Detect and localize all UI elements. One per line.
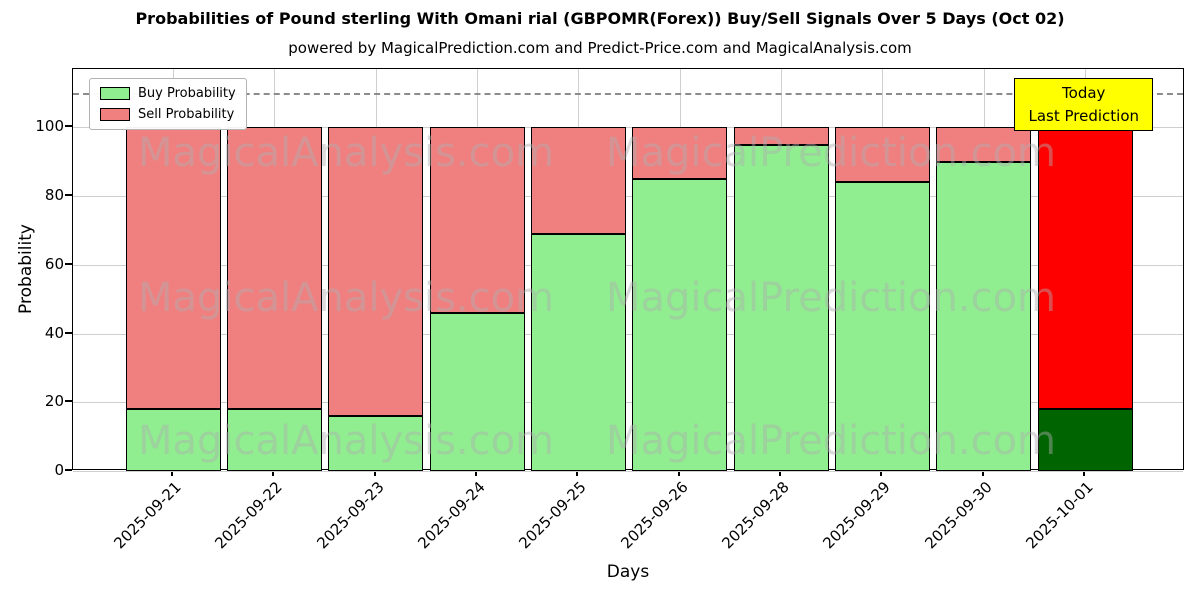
- x-tick-label: 2025-09-22: [211, 478, 287, 553]
- gridline-horizontal: [73, 196, 1183, 198]
- watermark-text: MagicalPrediction.com: [606, 275, 1056, 321]
- y-tick-label: 40: [44, 323, 64, 342]
- bar-buy-2025-09-24: [429, 312, 525, 471]
- legend-label-buy: Buy Probability: [138, 86, 236, 101]
- bar-sell-2025-09-26: [632, 127, 728, 179]
- bar-buy-2025-09-29: [834, 182, 930, 471]
- gridline-horizontal: [73, 402, 1183, 404]
- bar-sell-2025-09-28: [733, 127, 829, 145]
- chart-title: Probabilities of Pound sterling With Oma…: [135, 9, 1065, 28]
- x-axis-label: Days: [606, 562, 650, 582]
- legend: Buy Probability Sell Probability: [89, 78, 247, 130]
- y-tick-mark: [65, 194, 72, 197]
- x-tick-label: 2025-09-28: [718, 478, 793, 553]
- watermark-text: MagicalAnalysis.com: [137, 418, 555, 464]
- y-tick-mark: [65, 125, 72, 128]
- legend-item-sell: Sell Probability: [100, 107, 236, 122]
- y-tick-label: 100: [35, 117, 64, 136]
- today-annotation-line2: Last Prediction: [1028, 106, 1139, 125]
- x-tick-label: 2025-09-21: [110, 478, 185, 553]
- x-tick-label: 2025-09-23: [313, 478, 388, 553]
- x-tick-label: 2025-09-25: [515, 478, 591, 553]
- bar-buy-2025-09-25: [530, 233, 626, 471]
- y-tick-mark: [65, 400, 72, 403]
- bar-sell-2025-09-22: [226, 127, 322, 410]
- gridline-horizontal: [73, 471, 1183, 472]
- watermark-text: MagicalPrediction.com: [606, 418, 1056, 464]
- bar-buy-2025-09-22: [226, 409, 322, 471]
- bar-sell-2025-09-25: [530, 127, 626, 234]
- gridline-horizontal: [73, 333, 1183, 335]
- bar-sell-2025-09-30: [936, 127, 1032, 162]
- today-threshold-line: [73, 93, 1183, 96]
- gridline-horizontal: [73, 127, 1183, 129]
- bar-sell-2025-09-29: [834, 127, 930, 183]
- x-tick-mark: [475, 470, 477, 476]
- bar-buy-2025-10-01: [1037, 409, 1133, 471]
- x-tick-label: 2025-09-30: [921, 478, 996, 553]
- x-tick-mark: [272, 470, 275, 476]
- y-tick-label: 20: [44, 392, 64, 411]
- y-tick-label: 0: [54, 461, 64, 479]
- y-tick-mark: [65, 469, 72, 471]
- y-tick-mark: [65, 262, 72, 265]
- x-tick-label: 2025-09-29: [819, 478, 895, 553]
- chart-subtitle: powered by MagicalPrediction.com and Pre…: [288, 39, 912, 57]
- bar-sell-2025-10-01: [1037, 93, 1133, 410]
- bar-buy-2025-09-23: [328, 416, 424, 471]
- today-annotation-line1: Today: [1062, 84, 1106, 102]
- x-tick-mark: [981, 470, 984, 476]
- x-tick-mark: [677, 470, 680, 476]
- sell-color-swatch: [100, 108, 130, 121]
- bar-buy-2025-09-21: [125, 409, 221, 471]
- buy-color-swatch: [100, 87, 130, 100]
- x-tick-label: 2025-10-01: [1022, 478, 1097, 553]
- bar-buy-2025-09-30: [936, 161, 1032, 471]
- bar-sell-2025-09-24: [429, 127, 525, 313]
- bar-buy-2025-09-28: [733, 144, 829, 471]
- x-tick-mark: [880, 470, 883, 476]
- today-annotation: Today Last Prediction: [1014, 78, 1153, 131]
- x-tick-mark: [1083, 470, 1085, 476]
- gridline-horizontal: [73, 264, 1183, 266]
- y-tick-mark: [65, 331, 72, 334]
- plot-area: Buy Probability Sell Probability Today L…: [72, 68, 1184, 472]
- x-tick-mark: [576, 470, 579, 476]
- x-tick-mark: [779, 470, 781, 476]
- bar-sell-2025-09-21: [125, 127, 221, 410]
- bar-sell-2025-09-23: [328, 127, 424, 417]
- watermark-text: MagicalPrediction.com: [606, 130, 1056, 176]
- x-tick-mark: [171, 470, 173, 476]
- x-tick-label: 2025-09-24: [414, 478, 489, 553]
- watermark-text: MagicalAnalysis.com: [137, 130, 555, 176]
- y-tick-label: 60: [44, 254, 64, 273]
- watermark-text: MagicalAnalysis.com: [137, 275, 555, 321]
- legend-item-buy: Buy Probability: [100, 86, 236, 101]
- x-tick-mark: [373, 470, 376, 476]
- legend-label-sell: Sell Probability: [138, 107, 235, 122]
- bar-buy-2025-09-26: [632, 178, 728, 471]
- y-tick-label: 80: [44, 186, 64, 205]
